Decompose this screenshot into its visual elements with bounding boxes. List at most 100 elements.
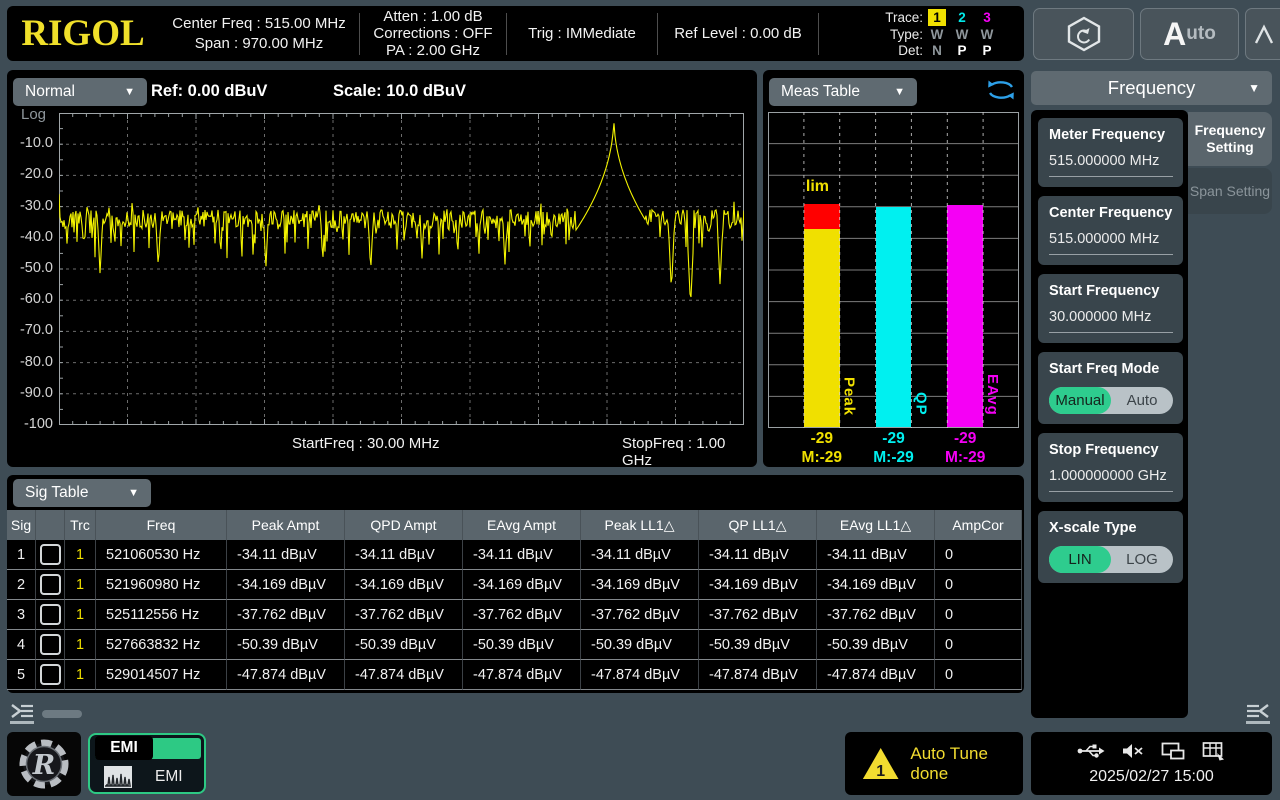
toggle-option-manual[interactable]: Manual bbox=[1049, 387, 1111, 414]
table-row: 51529014507 Hz-47.874 dBµV-47.874 dBµV-4… bbox=[7, 660, 1024, 690]
menu-item-stop-frequency[interactable]: Stop Frequency1.000000000 GHz bbox=[1038, 433, 1183, 502]
table-expand-left-button[interactable] bbox=[8, 699, 36, 732]
menu-item-value[interactable]: 30.000000 MHz bbox=[1049, 309, 1173, 333]
table-cell: -47.874 dBµV bbox=[581, 660, 699, 690]
status-icons-row bbox=[1031, 741, 1272, 761]
menu-item-value[interactable]: 515.000000 MHz bbox=[1049, 231, 1173, 255]
menu-item-meter-frequency[interactable]: Meter Frequency515.000000 MHz bbox=[1038, 118, 1183, 187]
ref-level-summary: Ref Level : 0.00 dB bbox=[658, 26, 818, 42]
sig-select-cell bbox=[36, 600, 65, 630]
ref-level-readout: Ref Level : 0.00 dB bbox=[658, 26, 818, 42]
menu-item-x-scale-type[interactable]: X-scale TypeLINLOG bbox=[1038, 511, 1183, 583]
emi-app-task-card[interactable]: EMI EMI bbox=[88, 733, 206, 794]
menu-item-label: Center Frequency bbox=[1049, 205, 1173, 222]
chevron-down-icon: ▼ bbox=[114, 487, 139, 499]
sig-checkbox[interactable] bbox=[40, 544, 61, 565]
rigol-emi-screen: RIGOL Center Freq : 515.00 MHz Span : 97… bbox=[0, 0, 1280, 800]
column-header-QP LL1△: QP LL1△ bbox=[699, 510, 817, 540]
menu-items-column: Meter Frequency515.000000 MHz Center Freq… bbox=[1031, 110, 1188, 718]
y-tick-label: -100 bbox=[7, 416, 53, 432]
toggle-option-log[interactable]: LOG bbox=[1111, 546, 1173, 573]
bar-value: -29 bbox=[858, 430, 930, 448]
table-cell: -47.874 dBµV bbox=[345, 660, 463, 690]
table-cell: -34.11 dBµV bbox=[699, 540, 817, 570]
display-icon bbox=[1161, 742, 1185, 760]
emi-task-tab[interactable]: EMI bbox=[95, 736, 153, 760]
table-row: 41527663832 Hz-50.39 dBµV-50.39 dBµV-50.… bbox=[7, 630, 1024, 660]
corrections-readout: Corrections : OFF bbox=[360, 26, 506, 42]
menu-item-value[interactable]: 515.000000 MHz bbox=[1049, 153, 1173, 177]
center-freq-readout: Center Freq : 515.00 MHz bbox=[159, 16, 359, 32]
sig-checkbox[interactable] bbox=[40, 664, 61, 685]
system-status-panel[interactable]: 2025/02/27 15:00 bbox=[1031, 732, 1272, 795]
chevron-down-icon: ▼ bbox=[880, 86, 905, 98]
bar-value: -29 bbox=[786, 430, 858, 448]
table-row: 11521060530 Hz-34.11 dBµV-34.11 dBµV-34.… bbox=[7, 540, 1024, 570]
menu-item-value[interactable]: 1.000000000 GHz bbox=[1049, 468, 1173, 492]
table-cell: 0 bbox=[935, 600, 1022, 630]
menu-item-toggle[interactable]: LINLOG bbox=[1049, 546, 1173, 573]
meas-table-panel: Meas Table ▼ limPeakQPEAvg -29M:-29-29M:… bbox=[763, 70, 1024, 467]
rigol-logo: RIGOL bbox=[7, 6, 159, 61]
sig-checkbox[interactable] bbox=[40, 634, 61, 655]
sig-view-value: Sig Table bbox=[25, 484, 88, 502]
home-logo-button[interactable]: R bbox=[7, 732, 81, 796]
table-cell: -34.169 dBµV bbox=[817, 570, 935, 600]
sig-number: 2 bbox=[7, 570, 36, 600]
trace-1-det: N bbox=[932, 43, 942, 58]
atten-readout: Atten : 1.00 dB bbox=[360, 9, 506, 25]
horizontal-scrollbar-handle[interactable] bbox=[42, 710, 82, 718]
tab-span-setting[interactable]: Span Setting bbox=[1188, 168, 1272, 214]
y-tick-label: -50.0 bbox=[7, 260, 53, 276]
table-cell: -47.874 dBµV bbox=[463, 660, 581, 690]
auto-tune-button[interactable]: Auto bbox=[1140, 8, 1239, 60]
preset-button[interactable] bbox=[1033, 8, 1134, 60]
span-readout: Span : 970.00 MHz bbox=[159, 36, 359, 52]
trace-number: 1 bbox=[65, 630, 96, 660]
refresh-button[interactable] bbox=[984, 78, 1018, 107]
table-expand-right-button[interactable] bbox=[1244, 699, 1272, 732]
column-header-EAvg Ampt: EAvg Ampt bbox=[463, 510, 581, 540]
y-tick-label: -40.0 bbox=[7, 229, 53, 245]
table-row: 31525112556 Hz-37.762 dBµV-37.762 dBµV-3… bbox=[7, 600, 1024, 630]
table-cell: -50.39 dBµV bbox=[227, 630, 345, 660]
auto-button-label: uto bbox=[1186, 23, 1216, 45]
trace-3-type: W bbox=[981, 27, 994, 42]
table-cell: 525112556 Hz bbox=[96, 600, 227, 630]
scale-label: Scale: 10.0 dBuV bbox=[333, 82, 466, 101]
toggle-option-auto[interactable]: Auto bbox=[1111, 387, 1173, 414]
chevron-down-icon: ▼ bbox=[1248, 81, 1260, 95]
menu-item-start-frequency[interactable]: Start Frequency30.000000 MHz bbox=[1038, 274, 1183, 343]
trig-summary: Trig : IMMediate bbox=[507, 26, 657, 42]
meas-view-dropdown[interactable]: Meas Table ▼ bbox=[769, 78, 917, 106]
svg-text:R: R bbox=[32, 750, 55, 781]
menu-item-toggle[interactable]: ManualAuto bbox=[1049, 387, 1173, 414]
menu-title-dropdown[interactable]: Frequency ▼ bbox=[1031, 71, 1272, 105]
table-cell: 521960980 Hz bbox=[96, 570, 227, 600]
trace-1-type: W bbox=[931, 27, 944, 42]
tab-frequency-setting[interactable]: Frequency Setting bbox=[1188, 112, 1272, 166]
table-cell: -50.39 dBµV bbox=[463, 630, 581, 660]
column-header-Freq: Freq bbox=[96, 510, 227, 540]
spectrum-mode-dropdown[interactable]: Normal ▼ bbox=[13, 78, 147, 106]
column-header-Peak Ampt: Peak Ampt bbox=[227, 510, 345, 540]
pa-readout: PA : 2.00 GHz bbox=[360, 43, 506, 59]
emi-spectrum-icon bbox=[103, 765, 133, 789]
table-row: 21521960980 Hz-34.169 dBµV-34.169 dBµV-3… bbox=[7, 570, 1024, 600]
table-cell: -34.11 dBµV bbox=[581, 540, 699, 570]
sig-checkbox[interactable] bbox=[40, 574, 61, 595]
trace-2-type: W bbox=[956, 27, 969, 42]
trace-2-det: P bbox=[957, 43, 966, 58]
sig-view-dropdown[interactable]: Sig Table ▼ bbox=[13, 479, 151, 507]
warning-triangle-icon: 1 bbox=[861, 745, 900, 783]
sig-checkbox[interactable] bbox=[40, 604, 61, 625]
meas-bar-chart: limPeakQPEAvg bbox=[768, 112, 1019, 428]
notification-text: Auto Tune done bbox=[910, 744, 1023, 784]
menu-item-center-frequency[interactable]: Center Frequency 515.000000 MHz bbox=[1038, 196, 1183, 265]
toggle-option-lin[interactable]: LIN bbox=[1049, 546, 1111, 573]
menu-title: Frequency bbox=[1108, 77, 1195, 99]
notification-panel[interactable]: 1 Auto Tune done bbox=[845, 732, 1023, 795]
svg-text:1: 1 bbox=[876, 763, 885, 780]
partial-edge-button[interactable] bbox=[1245, 8, 1280, 60]
menu-item-start-freq-mode[interactable]: Start Freq ModeManualAuto bbox=[1038, 352, 1183, 424]
